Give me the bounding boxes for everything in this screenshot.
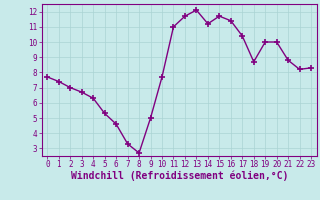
X-axis label: Windchill (Refroidissement éolien,°C): Windchill (Refroidissement éolien,°C) [70, 171, 288, 181]
